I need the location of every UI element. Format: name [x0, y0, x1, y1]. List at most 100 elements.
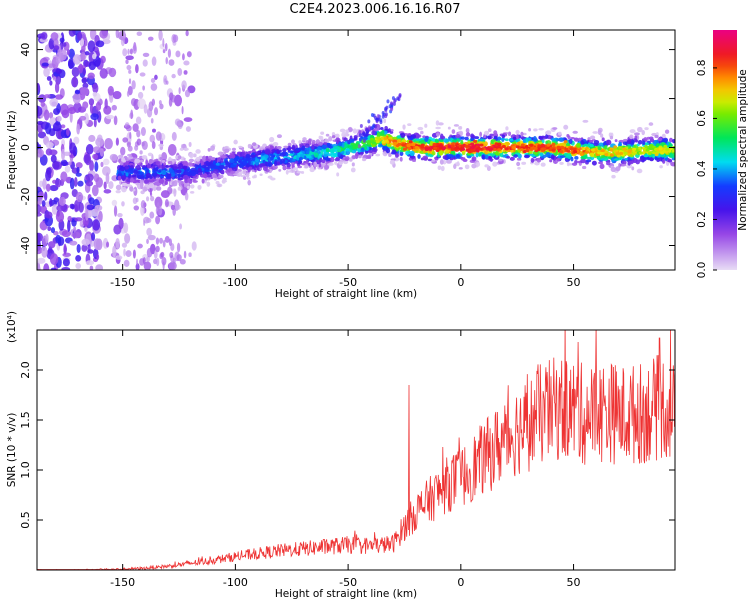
- heatmap-cell: [231, 147, 236, 151]
- heatmap-cell: [632, 147, 637, 152]
- heatmap-cell: [330, 156, 335, 163]
- heatmap-cell: [328, 162, 334, 166]
- heatmap-cell: [599, 163, 605, 170]
- heatmap-cell: [411, 143, 416, 147]
- heatmap-cell: [48, 38, 55, 50]
- heatmap-cell: [475, 149, 480, 153]
- heatmap-cell: [582, 119, 589, 123]
- heatmap-cell: [520, 143, 525, 147]
- heatmap-cell: [179, 223, 183, 230]
- heatmap-cell: [615, 166, 621, 172]
- heatmap-cell: [183, 70, 188, 75]
- heatmap-cell: [629, 129, 636, 134]
- heatmap-cell: [156, 257, 160, 267]
- heatmap-cell: [40, 32, 48, 40]
- heatmap-cell: [456, 154, 460, 158]
- heatmap-cell: [660, 151, 665, 155]
- heatmap-cell: [142, 257, 146, 264]
- heatmap-cell: [170, 172, 176, 177]
- heatmap-cell: [610, 166, 617, 172]
- heatmap-cell: [390, 107, 394, 112]
- heatmap-cell: [358, 137, 362, 142]
- heatmap-cell: [113, 115, 118, 126]
- heatmap-cell: [557, 138, 563, 142]
- heatmap-cell: [238, 158, 243, 162]
- heatmap-cell: [361, 147, 365, 152]
- heatmap-cell: [405, 150, 410, 156]
- heatmap-cell: [155, 215, 161, 225]
- heatmap-cell: [238, 145, 243, 149]
- heatmap-cell: [624, 157, 628, 161]
- heatmap-cell: [644, 127, 649, 131]
- heatmap-cell: [96, 254, 100, 260]
- heatmap-cell: [170, 94, 177, 103]
- heatmap-cell: [388, 104, 392, 109]
- heatmap-cell: [309, 167, 315, 173]
- heatmap-cell: [136, 31, 143, 37]
- heatmap-cell: [92, 153, 99, 160]
- heatmap-cell: [551, 142, 556, 147]
- heatmap-cell: [390, 151, 396, 155]
- heatmap-cell: [383, 118, 387, 124]
- heatmap-cell: [483, 130, 490, 136]
- heatmap-cell: [599, 151, 604, 156]
- heatmap-cell: [497, 136, 502, 141]
- heatmap-cell: [119, 161, 124, 166]
- heatmap-cell: [533, 151, 539, 155]
- heatmap-cell: [126, 184, 133, 188]
- heatmap-cell: [64, 165, 71, 173]
- heatmap-cell: [481, 155, 486, 160]
- heatmap-cell: [177, 155, 182, 160]
- heatmap-cell: [83, 154, 91, 164]
- heatmap-cell: [465, 132, 471, 137]
- heatmap-cell: [157, 169, 162, 173]
- heatmap-cell: [37, 246, 43, 255]
- heatmap-cell: [298, 156, 303, 161]
- heatmap-cell: [151, 56, 157, 67]
- heatmap-cell: [522, 132, 527, 136]
- heatmap-cell: [126, 90, 130, 97]
- heatmap-cell: [125, 59, 129, 65]
- heatmap-cell: [577, 137, 582, 142]
- heatmap-cell: [592, 142, 599, 147]
- heatmap-cell: [279, 152, 286, 157]
- heatmap-cell: [89, 103, 94, 114]
- heatmap-cell: [182, 160, 188, 166]
- heatmap-cell: [568, 138, 573, 145]
- heatmap-cell: [152, 186, 157, 192]
- heatmap-cell: [149, 188, 152, 196]
- heatmap-cell: [137, 91, 144, 99]
- heatmap-cell: [513, 154, 519, 158]
- heatmap-cell: [517, 141, 521, 146]
- heatmap-cell: [207, 148, 211, 152]
- heatmap-cell: [201, 156, 205, 162]
- heatmap-cell: [431, 138, 436, 143]
- heatmap-cell: [77, 180, 84, 187]
- heatmap-cell: [586, 156, 593, 160]
- heatmap-cell: [179, 147, 184, 151]
- heatmap-cell: [183, 117, 193, 122]
- heatmap-cell: [73, 136, 80, 145]
- heatmap-cell: [657, 137, 663, 142]
- heatmap-cell: [142, 85, 145, 91]
- heatmap-cell: [328, 135, 333, 142]
- heatmap-cell: [470, 135, 476, 139]
- heatmap-cell: [168, 169, 175, 173]
- heatmap-cell: [121, 175, 126, 181]
- heatmap-cell: [152, 165, 156, 169]
- heatmap-cell: [37, 148, 44, 158]
- heatmap-cell: [81, 238, 90, 246]
- heatmap-cell: [631, 139, 635, 144]
- heatmap-cell: [440, 133, 444, 139]
- heatmap-cell: [246, 177, 251, 180]
- heatmap-cell: [187, 171, 192, 177]
- heatmap-cell: [510, 156, 515, 161]
- heatmap-cell: [479, 131, 483, 137]
- heatmap-cell: [509, 138, 514, 142]
- heatmap-cell: [520, 131, 524, 137]
- heatmap-cell: [637, 139, 643, 145]
- heatmap-cell: [435, 120, 440, 126]
- heatmap-cell: [142, 186, 148, 192]
- heatmap-cell: [43, 67, 50, 78]
- heatmap-cell: [173, 182, 178, 187]
